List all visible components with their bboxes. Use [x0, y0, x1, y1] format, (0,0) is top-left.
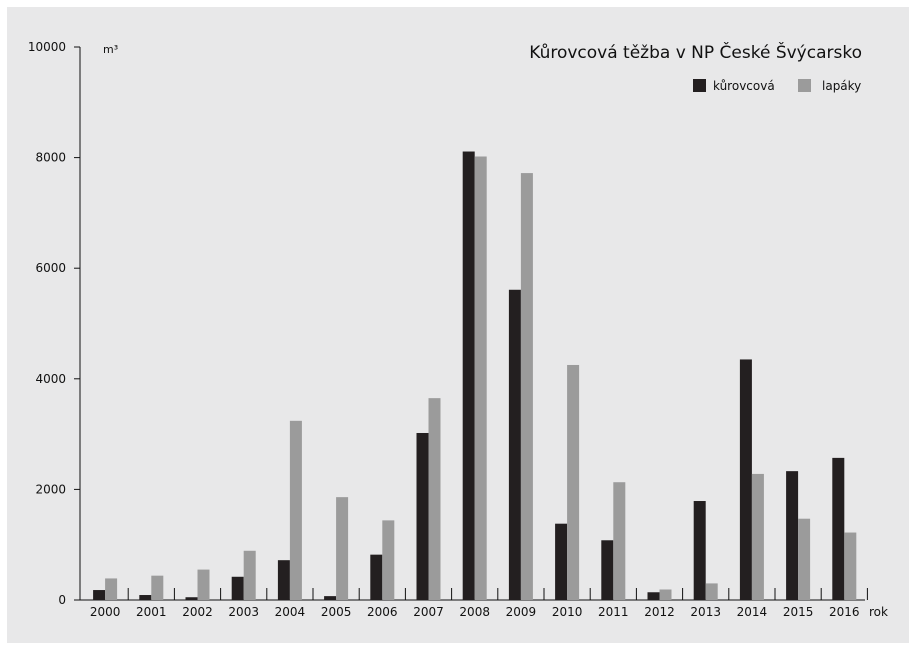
bar-lapaky-2009 — [520, 173, 533, 601]
bar-kurovcova-2014 — [739, 359, 752, 600]
x-tick-label: 2012 — [644, 605, 675, 619]
x-tick-label: 2013 — [690, 605, 721, 619]
x-tick-label: 2008 — [459, 605, 490, 619]
bar-lapaky-2003 — [243, 550, 256, 600]
chart-title: Kůrovcová těžba v NP České Švýcarsko — [529, 41, 862, 63]
bar-kurovcova-2003 — [231, 576, 244, 600]
bar-kurovcova-2005 — [324, 596, 337, 600]
x-tick-label: 2007 — [413, 605, 444, 619]
bar-kurovcova-2009 — [508, 289, 521, 600]
x-tick-label: 2004 — [275, 605, 306, 619]
x-tick-label: 2000 — [90, 605, 121, 619]
bar-lapaky-2013 — [705, 583, 718, 600]
bar-kurovcova-2015 — [786, 471, 799, 600]
bar-kurovcova-2012 — [647, 592, 660, 600]
x-tick-label: 2001 — [136, 605, 167, 619]
bar-lapaky-2007 — [428, 398, 441, 600]
legend: kůrovcová lapáky — [693, 79, 861, 93]
legend-swatch-kurovcova — [693, 79, 706, 92]
y-axis-ticks: 0 2000 4000 6000 8000 10000 — [28, 40, 80, 607]
x-tick-label: 2010 — [552, 605, 583, 619]
y-tick-label: 0 — [58, 593, 66, 607]
bar-kurovcova-2010 — [555, 523, 568, 600]
legend-label-lapaky: lapáky — [822, 79, 861, 93]
x-tick-label: 2014 — [737, 605, 768, 619]
bars — [93, 151, 857, 601]
bar-lapaky-2016 — [844, 532, 857, 600]
x-tick-label: 2006 — [367, 605, 398, 619]
x-axis-label: rok — [869, 605, 888, 619]
bar-kurovcova-2013 — [693, 501, 706, 600]
bar-kurovcova-2016 — [832, 457, 845, 600]
y-tick-label: 8000 — [35, 151, 66, 165]
x-tick-label: 2003 — [228, 605, 259, 619]
legend-label-kurovcova: kůrovcová — [713, 79, 775, 93]
y-tick-label: 4000 — [35, 372, 66, 386]
y-axis-unit: m³ — [103, 43, 118, 56]
bar-lapaky-2015 — [798, 518, 811, 600]
bar-lapaky-2001 — [151, 575, 164, 600]
bar-kurovcova-2008 — [462, 151, 475, 600]
bar-lapaky-2000 — [105, 578, 118, 600]
bar-lapaky-2011 — [613, 482, 626, 600]
x-tick-label: 2016 — [829, 605, 860, 619]
x-tick-label: 2005 — [321, 605, 352, 619]
bar-kurovcova-2004 — [277, 560, 290, 600]
x-tick-label: 2002 — [182, 605, 213, 619]
legend-swatch-lapaky — [798, 79, 811, 92]
bar-lapaky-2004 — [289, 420, 302, 600]
bar-kurovcova-2001 — [139, 595, 152, 600]
y-tick-label: 2000 — [35, 482, 66, 496]
bar-lapaky-2010 — [567, 364, 580, 600]
y-tick-label: 10000 — [28, 40, 66, 54]
bar-lapaky-2006 — [382, 520, 395, 600]
y-tick-label: 6000 — [35, 261, 66, 275]
x-tick-label: 2015 — [783, 605, 814, 619]
bar-kurovcova-2006 — [370, 554, 383, 600]
bar-lapaky-2012 — [659, 589, 672, 600]
bar-kurovcova-2007 — [416, 432, 429, 600]
x-axis-ticks: 2000 2001 2002 2003 2004 2005 2006 2007 2008 2009… — [90, 588, 868, 619]
x-tick-label: 2011 — [598, 605, 629, 619]
bar-kurovcova-2002 — [185, 597, 198, 600]
bar-kurovcova-2000 — [93, 590, 106, 600]
bar-lapaky-2002 — [197, 569, 210, 600]
bar-lapaky-2005 — [336, 497, 349, 600]
bar-kurovcova-2011 — [601, 540, 614, 600]
x-tick-label: 2009 — [506, 605, 537, 619]
bar-lapaky-2014 — [751, 473, 764, 600]
bar-lapaky-2008 — [474, 156, 487, 600]
